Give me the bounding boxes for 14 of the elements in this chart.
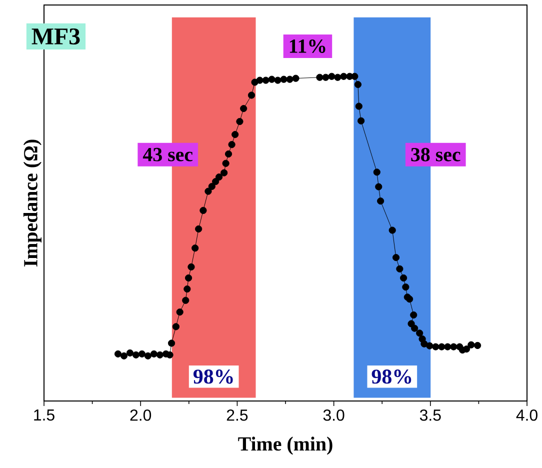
band-label: 98% <box>372 370 412 384</box>
text: MF3 <box>32 28 80 45</box>
x-tick-label: 1.5 <box>34 410 54 421</box>
band-label: 98% <box>193 370 233 384</box>
x-tick-label: 3.5 <box>420 410 441 421</box>
x-axis-title: Time (min) <box>238 436 332 455</box>
x-tick-label: 4.0 <box>516 410 538 421</box>
annotation: 43 sec <box>142 148 193 162</box>
text: 11% <box>290 39 326 53</box>
x-tick-label: 2.5 <box>226 410 248 421</box>
x-tick-label: 3.0 <box>323 410 344 421</box>
x-tick-label: 2.0 <box>130 410 152 421</box>
y-axis-title: Impedance (Ω) <box>23 140 42 266</box>
annotation: 38 sec <box>411 148 460 162</box>
